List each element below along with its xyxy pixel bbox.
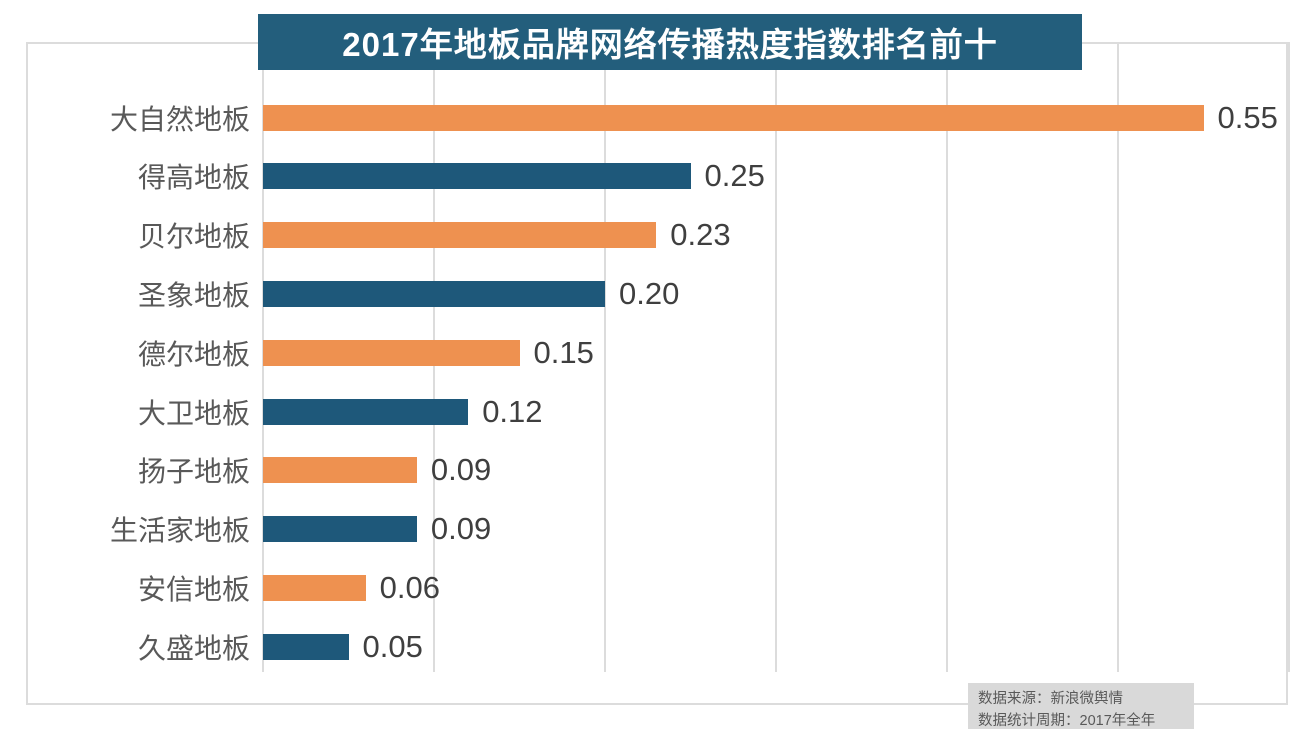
value-label: 0.09: [430, 452, 492, 488]
bar: [263, 280, 605, 307]
bar: [263, 222, 657, 249]
category-label: 安信地板: [137, 573, 250, 605]
chart-title: 2017年地板品牌网络传播热度指数排名前十: [258, 14, 1082, 70]
gridline-x-0.2: [604, 42, 606, 672]
bar-row: 安信地板 0.06: [0, 558, 1314, 617]
value-label: 0.05: [362, 628, 423, 664]
category-label: 扬子地板: [137, 456, 250, 488]
bar-row: 贝尔地板 0.23: [0, 206, 1314, 265]
value-label: 0.12: [482, 393, 543, 429]
bar: [263, 457, 417, 484]
category-label: 德尔地板: [137, 338, 250, 370]
bar: [263, 633, 349, 660]
bar-row: 大卫地板 0.12: [0, 382, 1314, 441]
bar: [263, 398, 469, 425]
bar: [263, 104, 1204, 131]
data-period-line: 数据统计周期：2017年全年: [978, 713, 1156, 730]
bar-row: 久盛地板 0.05: [0, 617, 1314, 676]
category-label: 圣象地板: [137, 279, 250, 311]
category-label: 生活家地板: [109, 515, 250, 547]
bar-row: 大自然地板 0.55: [0, 88, 1314, 147]
gridline-x-0.3: [775, 42, 777, 672]
bar-row: 德尔地板 0.15: [0, 323, 1314, 382]
gridline-x-0.4: [946, 42, 948, 672]
value-label: 0.25: [704, 158, 765, 194]
category-label: 贝尔地板: [137, 221, 250, 253]
value-label: 0.23: [670, 217, 731, 253]
gridline-x-0.5: [1117, 42, 1119, 672]
data-source-note: 数据来源：新浪微舆情 数据统计周期：2017年全年: [968, 683, 1194, 729]
bar: [263, 339, 520, 366]
bar-row: 圣象地板 0.20: [0, 264, 1314, 323]
bar-row: 得高地板 0.25: [0, 147, 1314, 206]
bar: [263, 574, 366, 601]
category-label: 大卫地板: [137, 397, 250, 429]
bar: [263, 163, 691, 190]
bar-row: 扬子地板 0.09: [0, 441, 1314, 500]
value-label: 0.20: [619, 275, 680, 311]
category-label: 得高地板: [137, 162, 250, 194]
bar: [263, 516, 417, 543]
gridline-x-0.6: [1288, 42, 1290, 672]
value-label: 0.55: [1217, 99, 1278, 135]
value-label: 0.09: [430, 511, 492, 547]
category-label: 久盛地板: [137, 632, 250, 664]
value-label: 0.15: [533, 334, 594, 370]
data-source-line: 数据来源：新浪微舆情: [978, 691, 1123, 707]
category-label: 大自然地板: [109, 103, 250, 135]
bar-row: 生活家地板 0.09: [0, 500, 1314, 559]
value-label: 0.06: [379, 569, 440, 605]
